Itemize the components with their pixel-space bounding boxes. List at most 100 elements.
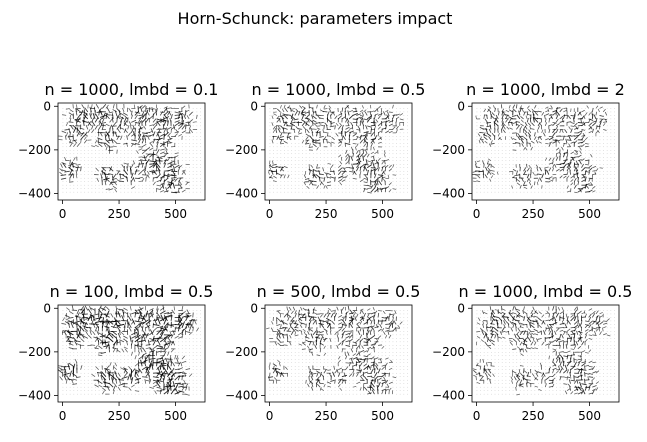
quiver-arrow [352,177,357,180]
quiver-arrow [524,132,528,137]
quiver-arrow [156,306,158,311]
quiver-arrow [113,181,118,186]
quiver-arrow [509,170,513,173]
quiver-arrow [327,163,332,165]
quiver-arrow [345,130,350,134]
quiver-arrow [174,122,180,127]
quiver-arrow [163,347,168,353]
quiver-arrow [171,191,177,194]
quiver-arrow [91,120,96,127]
quiver-arrow [334,309,336,314]
quiver-arrow [302,126,306,130]
quiver-arrow [294,326,299,329]
quiver-arrow [159,110,164,116]
quiver-arrow [496,171,499,175]
quiver-arrow [381,317,387,319]
quiver-arrow [338,367,343,371]
quiver-arrow [385,159,390,162]
quiver-arrow [131,335,137,339]
quiver-arrow [76,333,81,339]
quiver-arrow [290,330,294,336]
quiver-arrow [60,177,67,180]
quiver-arrow [574,172,579,176]
quiver-arrow [570,182,574,186]
quiver-arrow [62,162,67,168]
quiver-arrow [544,169,547,175]
quiver-arrow [300,111,306,114]
quiver-arrow [385,115,390,120]
quiver-arrow [276,330,279,336]
quiver-arrow [363,357,367,363]
x-tick-label: 500 [164,207,187,221]
quiver-arrow [370,312,376,315]
quiver-arrow [271,115,274,120]
quiver-arrow [152,327,157,332]
quiver-arrow [108,167,114,172]
quiver-arrow [359,387,362,391]
quiver-arrow [548,176,553,179]
quiver-arrow [152,381,157,385]
quiver-arrow [387,174,390,179]
quiver-arrow [153,318,158,325]
quiver-arrow [526,111,529,116]
quiver-arrow [377,368,381,374]
quiver-arrow [183,379,186,384]
quiver-arrow [278,118,281,123]
quiver-arrow [545,138,549,141]
quiver-arrow [89,326,92,332]
quiver-arrow [129,306,132,311]
quiver-arrow [520,123,524,127]
quiver-arrow [81,104,85,109]
quiver-arrow [545,106,549,109]
quiver-arrow [321,181,325,186]
quiver-arrow [149,348,154,350]
quiver-arrow [144,379,147,384]
quiver-arrow [591,128,594,133]
quiver-arrow [588,189,593,193]
quiver-arrow [143,336,147,342]
quiver-arrow [294,111,298,116]
quiver-arrow [170,160,176,163]
quiver-arrow [62,317,66,322]
quiver-arrow [156,121,161,127]
quiver-arrow [312,173,315,179]
quiver-arrow [534,104,537,109]
quiver-arrow [283,114,288,120]
quiver-arrow [319,121,324,124]
quiver-arrow [308,308,310,315]
quiver-arrow [392,126,396,130]
quiver-arrow [502,129,506,134]
quiver-arrow [588,178,591,182]
quiver-arrow [103,386,110,388]
quiver-arrow [149,313,155,318]
quiver-arrow [293,118,299,121]
quiver-arrow [555,118,559,123]
quiver-arrow [588,167,593,172]
quiver-arrow [167,126,172,130]
quiver-arrow [388,387,392,391]
quiver-arrow [526,167,530,172]
quiver-arrow [104,180,107,186]
quiver-arrow [278,362,281,367]
quiver-arrow [481,139,485,144]
quiver-arrow [177,325,181,332]
quiver-arrow [131,139,138,142]
quiver-arrow [374,368,376,374]
quiver-arrow [555,128,559,134]
quiver-arrow [138,127,142,134]
quiver-arrow [122,386,128,388]
quiver-arrow [326,172,332,176]
quiver-arrow [377,382,381,388]
quiver-arrow [138,127,144,130]
quiver-arrow [156,326,163,329]
quiver-arrow [320,388,325,391]
quiver-arrow [138,138,142,144]
quiver-arrow [302,342,306,346]
quiver-arrow [141,134,145,140]
quiver-arrow [508,118,512,123]
quiver-arrow [380,107,383,112]
quiver-arrow [545,142,549,145]
quiver-arrow [272,163,277,166]
quiver-arrow [341,107,344,113]
quiver-arrow [157,317,161,325]
